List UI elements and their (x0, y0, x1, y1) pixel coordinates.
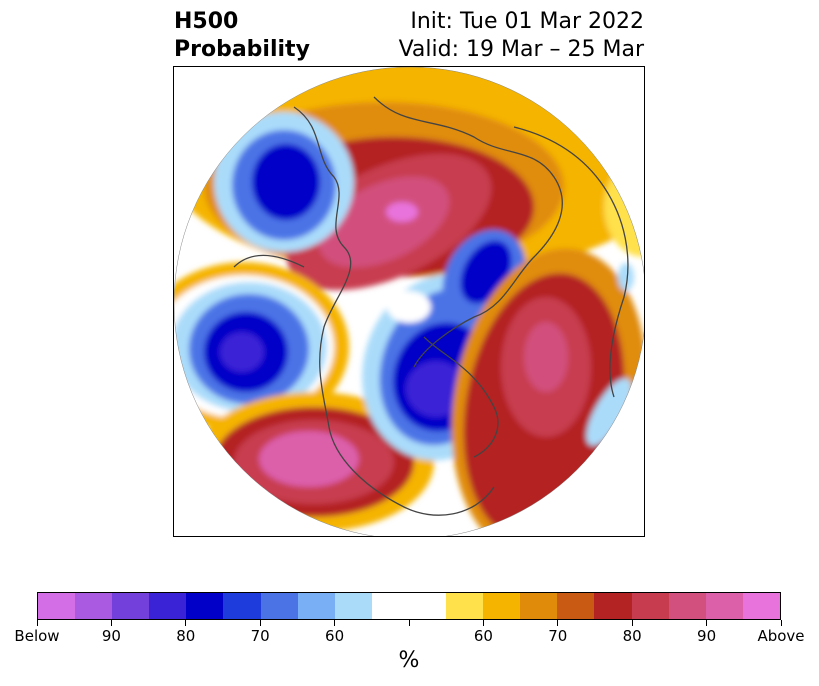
colorbar-segment (594, 593, 632, 619)
colorbar-tick (631, 620, 633, 626)
colorbar-tick-label: 70 (548, 627, 568, 645)
colorbar-segment (260, 593, 298, 619)
colorbar-units-label: % (398, 648, 420, 673)
valid-date-label: Valid: 19 Mar – 25 Mar (398, 37, 644, 62)
colorbar-ticks (36, 620, 782, 628)
colorbar-tick (706, 620, 708, 626)
colorbar-segment (297, 593, 335, 619)
colorbar-tick-label: 60 (325, 627, 345, 645)
colorbar-tick (259, 620, 261, 626)
probability-map-graphic (174, 67, 644, 536)
colorbar-segment (631, 593, 669, 619)
colorbar-tick (334, 620, 336, 626)
colorbar-tick-label: 60 (473, 627, 493, 645)
colorbar-tick (557, 620, 559, 626)
colorbar-tick (110, 620, 112, 626)
colorbar-tick (36, 620, 38, 626)
colorbar-segment (38, 593, 76, 619)
anomaly-region (220, 332, 264, 372)
anomaly-region (387, 291, 431, 323)
map-dates: Init: Tue 01 Mar 2022 Valid: 19 Mar – 25… (399, 8, 644, 64)
anomaly-region (259, 431, 359, 487)
anomaly-region (252, 144, 320, 220)
colorbar-segment (557, 593, 595, 619)
anomaly-region (406, 361, 466, 417)
colorbar-segment (408, 593, 447, 619)
colorbar-segment (186, 593, 224, 619)
colorbar-tick-label: 70 (250, 627, 270, 645)
colorbar-segment (223, 593, 261, 619)
colorbar-tick-label: 90 (697, 627, 717, 645)
colorbar-tick-label: 90 (101, 627, 121, 645)
anomaly-region (618, 263, 634, 291)
colorbar-segment (520, 593, 558, 619)
colorbar-segment (483, 593, 521, 619)
product-label: Probability (174, 37, 310, 62)
colorbar-segment (742, 593, 780, 619)
colorbar-tick-label: Below (14, 627, 60, 645)
map-title: H500 Probability (174, 8, 310, 64)
coastlines (233, 96, 629, 516)
colorbar-tick (482, 620, 484, 626)
colorbar-tick-label: 80 (176, 627, 196, 645)
anomaly-region (386, 202, 418, 222)
probability-map (173, 66, 645, 537)
colorbar-tick (408, 620, 410, 626)
init-date-label: Init: Tue 01 Mar 2022 (410, 9, 644, 34)
probability-colorbar (37, 592, 781, 620)
colorbar-segment (371, 593, 409, 619)
colorbar-tick-label: Above (757, 627, 805, 645)
variable-label: H500 (174, 9, 239, 34)
colorbar-segment (149, 593, 187, 619)
colorbar-tick-label: 80 (622, 627, 642, 645)
colorbar-segment (334, 593, 372, 619)
anomaly-region (524, 322, 568, 392)
colorbar-segment (705, 593, 743, 619)
anomaly-region (586, 378, 632, 446)
colorbar-segment (112, 593, 150, 619)
colorbar-segment (668, 593, 706, 619)
colorbar-segment (75, 593, 113, 619)
colorbar-segment (446, 593, 484, 619)
colorbar-tick (780, 620, 782, 626)
colorbar-tick (185, 620, 187, 626)
